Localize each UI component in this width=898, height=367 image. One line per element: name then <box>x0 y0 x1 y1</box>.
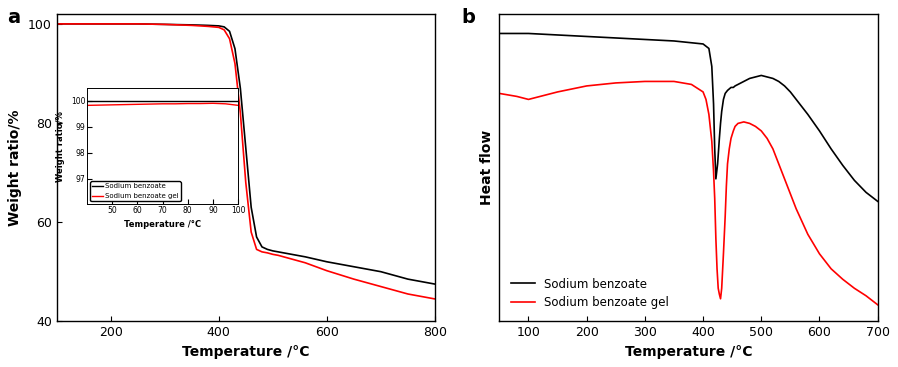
Legend: Sodium benzoate, Sodium benzoate gel: Sodium benzoate, Sodium benzoate gel <box>506 272 675 315</box>
Y-axis label: Heat flow: Heat flow <box>480 130 494 205</box>
Y-axis label: Weight ratio/%: Weight ratio/% <box>8 109 22 226</box>
Text: a: a <box>7 8 21 27</box>
X-axis label: Temperature /°C: Temperature /°C <box>625 345 753 359</box>
Text: b: b <box>462 8 475 27</box>
X-axis label: Temperature /°C: Temperature /°C <box>182 345 310 359</box>
